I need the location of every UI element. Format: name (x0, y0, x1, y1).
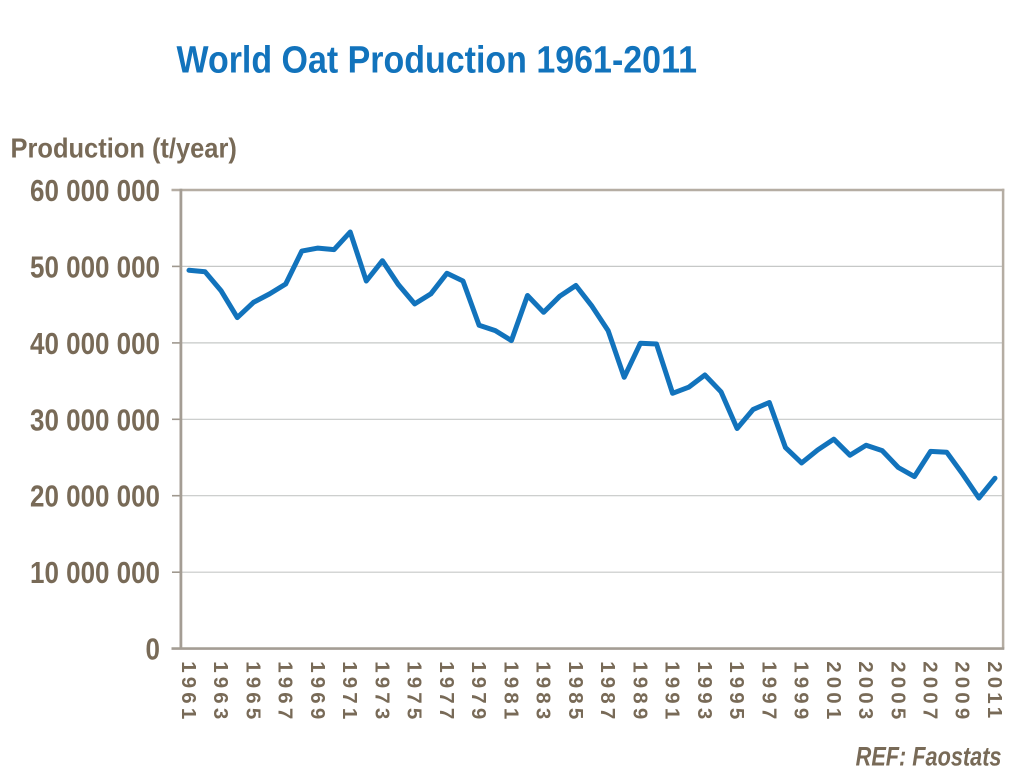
svg-text:World Oat Production 1961-2011: World Oat Production 1961-2011 (177, 37, 697, 80)
svg-text:2001: 2001 (822, 661, 845, 723)
svg-text:1977: 1977 (435, 661, 458, 723)
svg-text:1991: 1991 (661, 661, 684, 723)
svg-text:10 000 000: 10 000 000 (30, 556, 160, 590)
svg-text:1987: 1987 (596, 661, 619, 723)
svg-text:1995: 1995 (725, 661, 748, 723)
svg-text:1965: 1965 (241, 661, 264, 723)
svg-text:1997: 1997 (757, 661, 780, 723)
svg-text:1993: 1993 (693, 661, 716, 723)
svg-text:2005: 2005 (886, 661, 909, 723)
svg-text:1981: 1981 (499, 661, 522, 723)
svg-text:1971: 1971 (338, 661, 361, 723)
svg-text:1999: 1999 (790, 661, 813, 723)
svg-text:2009: 2009 (951, 661, 974, 723)
svg-text:60 000 000: 60 000 000 (30, 174, 160, 208)
svg-text:40 000 000: 40 000 000 (30, 327, 160, 361)
svg-text:2003: 2003 (854, 661, 877, 723)
svg-text:1963: 1963 (209, 661, 232, 723)
svg-text:1979: 1979 (467, 661, 490, 723)
svg-text:1973: 1973 (370, 661, 393, 723)
svg-text:1983: 1983 (532, 661, 555, 723)
svg-text:2011: 2011 (983, 661, 1006, 722)
svg-text:20 000 000: 20 000 000 (30, 480, 160, 514)
svg-text:1989: 1989 (628, 661, 651, 723)
svg-text:1975: 1975 (403, 661, 426, 723)
svg-text:REF: Faostats: REF: Faostats (856, 743, 1002, 768)
svg-text:1961: 1961 (177, 661, 200, 723)
svg-text:1967: 1967 (274, 661, 297, 723)
svg-text:Production (t/year): Production (t/year) (11, 133, 237, 164)
svg-text:1985: 1985 (564, 661, 587, 723)
svg-text:50 000 000: 50 000 000 (30, 250, 160, 284)
svg-text:2007: 2007 (919, 661, 942, 723)
svg-text:0: 0 (146, 633, 160, 667)
svg-text:30 000 000: 30 000 000 (30, 403, 160, 437)
svg-text:1969: 1969 (306, 661, 329, 723)
